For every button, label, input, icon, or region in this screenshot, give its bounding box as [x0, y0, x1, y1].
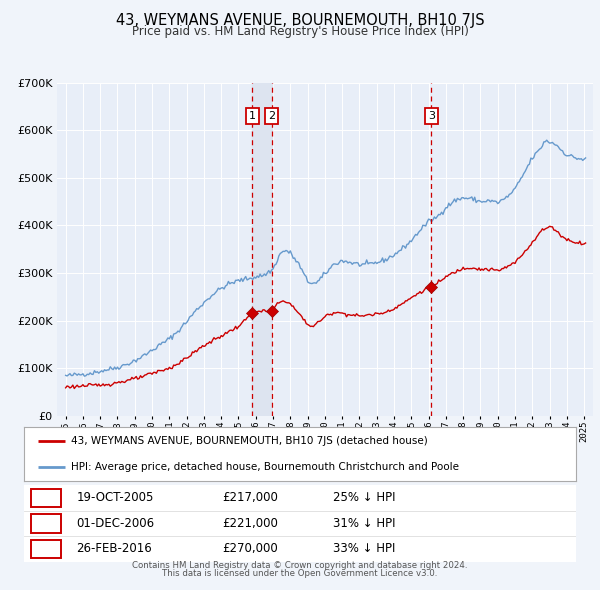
- Text: £221,000: £221,000: [223, 517, 278, 530]
- Text: 2: 2: [42, 517, 50, 530]
- Text: 43, WEYMANS AVENUE, BOURNEMOUTH, BH10 7JS: 43, WEYMANS AVENUE, BOURNEMOUTH, BH10 7J…: [116, 13, 484, 28]
- Text: 01-DEC-2006: 01-DEC-2006: [76, 517, 155, 530]
- Text: 19-OCT-2005: 19-OCT-2005: [76, 491, 154, 504]
- Text: 26-FEB-2016: 26-FEB-2016: [76, 542, 152, 555]
- Text: £217,000: £217,000: [223, 491, 278, 504]
- Bar: [253, 83, 272, 416]
- Text: HPI: Average price, detached house, Bournemouth Christchurch and Poole: HPI: Average price, detached house, Bour…: [71, 462, 459, 472]
- Text: 3: 3: [42, 542, 50, 555]
- Text: 25% ↓ HPI: 25% ↓ HPI: [333, 491, 395, 504]
- Text: Contains HM Land Registry data © Crown copyright and database right 2024.: Contains HM Land Registry data © Crown c…: [132, 561, 468, 570]
- FancyBboxPatch shape: [31, 514, 61, 533]
- Text: 3: 3: [428, 111, 435, 121]
- Text: Price paid vs. HM Land Registry's House Price Index (HPI): Price paid vs. HM Land Registry's House …: [131, 25, 469, 38]
- Text: 1: 1: [249, 111, 256, 121]
- FancyBboxPatch shape: [31, 489, 61, 507]
- Text: 2: 2: [268, 111, 275, 121]
- FancyBboxPatch shape: [31, 540, 61, 558]
- Text: 33% ↓ HPI: 33% ↓ HPI: [333, 542, 395, 555]
- Text: 31% ↓ HPI: 31% ↓ HPI: [333, 517, 395, 530]
- Text: 43, WEYMANS AVENUE, BOURNEMOUTH, BH10 7JS (detached house): 43, WEYMANS AVENUE, BOURNEMOUTH, BH10 7J…: [71, 435, 428, 445]
- Text: £270,000: £270,000: [223, 542, 278, 555]
- Text: 1: 1: [42, 491, 50, 504]
- Text: This data is licensed under the Open Government Licence v3.0.: This data is licensed under the Open Gov…: [163, 569, 437, 578]
